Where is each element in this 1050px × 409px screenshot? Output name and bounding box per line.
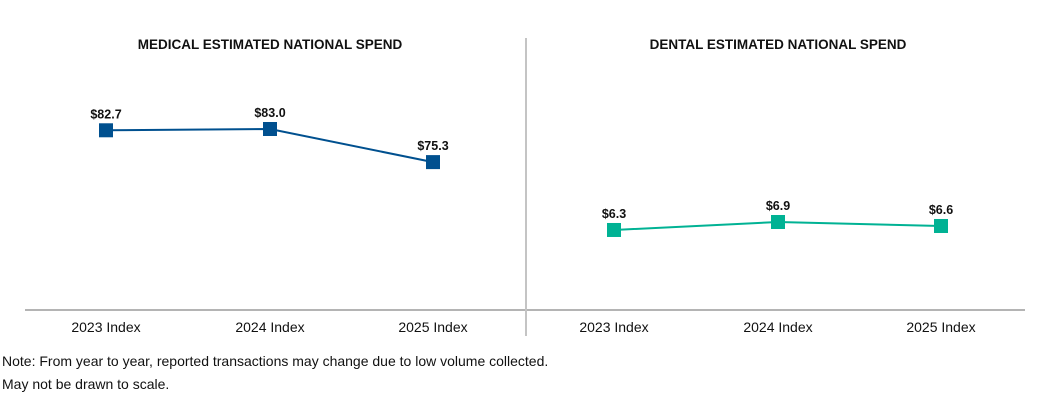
data-label: $83.0 <box>254 106 285 120</box>
data-label: $6.9 <box>766 199 790 213</box>
data-label: $82.7 <box>90 107 121 121</box>
x-tick-label: 2024 Index <box>235 319 304 335</box>
data-label: $6.3 <box>602 207 626 221</box>
data-point-marker <box>771 215 785 229</box>
chart-title: DENTAL ESTIMATED NATIONAL SPEND <box>650 37 907 52</box>
x-tick-label: 2024 Index <box>743 319 812 335</box>
data-label: $75.3 <box>417 139 448 153</box>
scale-note: May not be drawn to scale. <box>2 376 170 392</box>
chart-title: MEDICAL ESTIMATED NATIONAL SPEND <box>138 37 403 52</box>
x-tick-label: 2025 Index <box>906 319 975 335</box>
data-point-marker <box>426 155 440 170</box>
x-tick-label: 2025 Index <box>398 319 467 335</box>
x-tick-label: 2023 Index <box>579 319 648 335</box>
note-text: Note: From year to year, reported transa… <box>2 353 549 369</box>
data-point-marker <box>934 218 948 233</box>
data-point-marker <box>607 222 621 237</box>
data-label: $6.6 <box>929 203 953 217</box>
x-tick-label: 2023 Index <box>71 319 140 335</box>
data-point-marker <box>99 123 113 138</box>
data-point-marker <box>263 122 277 136</box>
